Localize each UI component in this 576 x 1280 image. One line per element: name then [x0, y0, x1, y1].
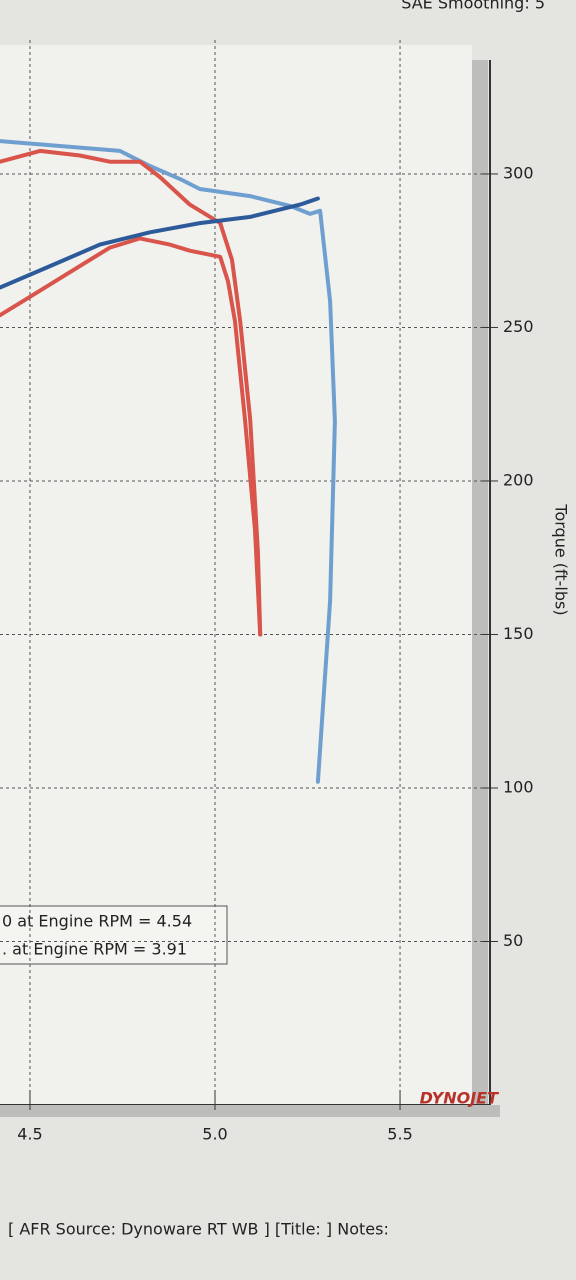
series-line	[0, 236, 263, 637]
y-tick-label: 150	[503, 624, 534, 643]
y-tick-label: 50	[503, 931, 523, 950]
axis-shadow	[0, 1105, 500, 1117]
series-line	[0, 196, 320, 290]
y-tick-label: 250	[503, 317, 534, 336]
annotation: . at Engine RPM = 3.91	[2, 940, 187, 959]
footer: [ AFR Source: Dynoware RT WB ] [Title: ]…	[8, 1220, 389, 1239]
series-line	[0, 148, 263, 637]
logo: DYNOJET	[420, 1089, 500, 1108]
x-tick-label: 4.5	[17, 1125, 42, 1144]
y-tick-label: 200	[503, 470, 534, 489]
y-axis-label: Torque (ft-lbs)	[552, 503, 571, 615]
series-line	[0, 139, 337, 784]
axis-shadow	[472, 60, 488, 1110]
header: SAE Smoothing: 5	[401, 0, 545, 13]
x-tick-label: 5.0	[202, 1125, 227, 1144]
x-tick-label: 5.5	[387, 1125, 412, 1144]
annotation: 0 at Engine RPM = 4.54	[2, 912, 192, 931]
y-tick-label: 100	[503, 777, 534, 796]
legend-box	[0, 905, 228, 965]
y-tick-label: 300	[503, 163, 534, 182]
